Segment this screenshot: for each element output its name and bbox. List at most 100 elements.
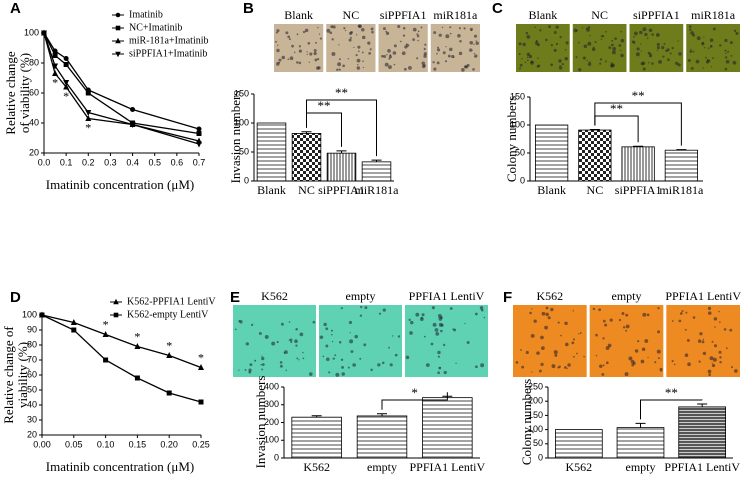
cell <box>540 335 544 340</box>
marker <box>196 141 202 148</box>
x-tick-label: PPFIA1 LentiV <box>664 460 740 474</box>
y-tick-label: 50 <box>533 438 543 448</box>
cell <box>601 34 605 38</box>
cell <box>620 38 625 43</box>
marker <box>63 62 69 67</box>
bar <box>361 161 392 182</box>
cell <box>239 320 243 324</box>
series-line <box>41 314 202 403</box>
cell <box>359 314 363 317</box>
series-line <box>43 32 200 145</box>
cell <box>587 41 592 46</box>
cell <box>475 40 477 42</box>
cell <box>548 25 552 29</box>
cell <box>307 42 311 45</box>
cell <box>719 321 721 323</box>
cell <box>681 309 684 313</box>
cell <box>308 61 310 63</box>
error-bar <box>371 159 382 162</box>
y-tick-label: 80 <box>27 339 37 349</box>
cell <box>661 46 665 50</box>
cell <box>389 54 392 57</box>
cell <box>309 372 313 376</box>
y-tick-label: 40 <box>27 399 37 409</box>
y-tick-label: 20 <box>27 429 37 439</box>
cell <box>392 51 397 55</box>
cell <box>733 29 737 33</box>
cell <box>527 59 529 62</box>
cell <box>433 31 437 35</box>
cell <box>587 25 591 29</box>
cell <box>602 364 605 367</box>
cell <box>521 58 523 60</box>
cell <box>276 48 280 53</box>
image-label: miR181a <box>433 8 478 22</box>
cell <box>610 63 615 68</box>
cell <box>571 341 575 345</box>
cell <box>338 341 342 344</box>
micrograph <box>233 305 316 377</box>
cell <box>642 67 646 71</box>
cell <box>248 368 252 372</box>
cell <box>551 364 556 369</box>
cell <box>719 44 722 47</box>
cell <box>357 45 361 49</box>
cell <box>283 351 286 354</box>
cell <box>576 352 578 355</box>
error-bar <box>301 131 312 134</box>
cell <box>671 46 674 50</box>
x-tick-label: miR181a <box>659 183 704 197</box>
error-bar <box>633 145 644 147</box>
cell <box>714 326 716 328</box>
cell <box>631 40 634 43</box>
cell <box>347 58 350 60</box>
cell <box>619 49 622 51</box>
image-label: K562 <box>261 289 288 303</box>
cell <box>524 61 527 64</box>
cell <box>531 308 533 310</box>
cell <box>296 357 299 360</box>
legend-label: NC+Imatinib <box>129 22 182 33</box>
y-axis-label: viability (%) <box>15 342 30 408</box>
cell <box>464 322 466 325</box>
cell <box>707 59 711 63</box>
cell <box>591 47 596 52</box>
cell <box>298 359 300 361</box>
y-tick-label: 50 <box>27 384 37 394</box>
cell <box>655 33 660 37</box>
image-label: miR181a <box>691 8 736 22</box>
cell <box>520 349 522 351</box>
cell <box>299 332 304 337</box>
cell <box>249 363 253 367</box>
cell <box>295 344 298 347</box>
cell <box>594 40 597 43</box>
cell <box>711 362 713 364</box>
cell <box>245 342 249 346</box>
cell <box>357 50 360 53</box>
cell <box>632 361 636 365</box>
cell <box>469 40 474 45</box>
cell <box>276 340 279 344</box>
cell <box>289 338 293 342</box>
cell <box>432 322 437 327</box>
cell <box>698 360 701 363</box>
cell <box>550 44 554 47</box>
image-label: NC <box>343 8 360 22</box>
y-tick-label: 200 <box>264 417 279 427</box>
cell <box>332 357 335 360</box>
significance-label: ** <box>335 85 348 100</box>
y-tick-label: 0 <box>274 452 279 462</box>
cell <box>323 322 327 327</box>
cell <box>560 334 562 337</box>
cell <box>533 319 537 323</box>
cell <box>348 38 352 42</box>
cell <box>559 36 562 39</box>
legend-label: K562-empty LentiV <box>127 309 209 320</box>
cell <box>536 351 540 355</box>
micrograph <box>516 24 570 72</box>
point-label: * <box>63 89 69 103</box>
cell <box>275 31 278 34</box>
cell <box>463 27 466 30</box>
cell <box>438 33 442 37</box>
cell <box>705 56 707 59</box>
